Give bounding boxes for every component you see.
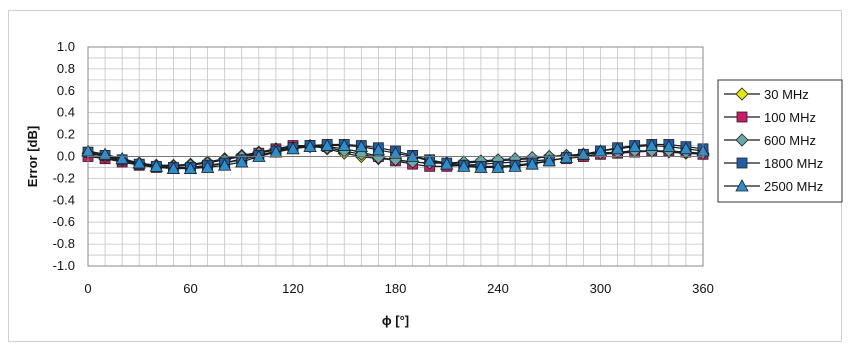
axes — [87, 46, 704, 267]
data-point — [371, 143, 386, 156]
x-tick-label: 240 — [487, 281, 509, 296]
x-axis-label: ϕ [°] — [382, 313, 409, 328]
data-point — [610, 141, 625, 155]
legend: 30 MHz 100 MHz 600 MHz 1800 MHz 2500 MHz — [717, 79, 843, 203]
data-point — [149, 159, 164, 172]
legend-marker — [735, 87, 749, 101]
x-tick-label: 360 — [692, 281, 714, 296]
data-point — [183, 161, 198, 174]
data-point — [491, 160, 505, 173]
y-tick-label: 0.8 — [57, 61, 75, 76]
data-point — [474, 160, 488, 173]
x-tick-label: 60 — [183, 281, 197, 296]
data-point — [440, 157, 454, 170]
y-tick-label: 0.2 — [57, 127, 75, 142]
y-tick-label: -0.4 — [53, 192, 75, 207]
data-point — [166, 161, 181, 174]
data-point — [559, 150, 574, 163]
y-axis-label: Error [dB] — [25, 126, 40, 187]
x-tick-label: 300 — [590, 281, 612, 296]
legend-label: 1800 MHz — [764, 156, 823, 171]
x-tick-label: 180 — [385, 281, 407, 296]
data-point — [217, 158, 232, 171]
data-point — [645, 138, 659, 151]
legend-box — [717, 79, 843, 203]
y-tick-label: -0.8 — [53, 236, 75, 251]
x-tick-label: 120 — [282, 281, 304, 296]
y-tick-label: 0.4 — [57, 105, 75, 120]
x-tick-label: 0 — [84, 281, 91, 296]
data-point — [662, 139, 676, 153]
legend-label: 100 MHz — [764, 110, 816, 125]
data-point — [457, 159, 471, 172]
y-tick-label: 1.0 — [57, 39, 75, 54]
data-point — [525, 157, 539, 170]
tick-labels: 1.0 0.8 0.6 0.4 0.2 0.0 -0.2 -0.4 -0.6 -0.8 -1.0 0 6… — [53, 39, 714, 296]
legend-label: 2500 MHz — [764, 179, 823, 194]
y-tick-label: 0.0 — [57, 149, 75, 164]
data-point — [132, 156, 146, 169]
y-tick-label: 0.6 — [57, 83, 75, 98]
data-point — [627, 139, 642, 153]
data-point — [269, 145, 283, 158]
data-point — [303, 139, 317, 153]
legend-marker — [736, 157, 748, 169]
y-tick-label: -0.2 — [53, 170, 75, 185]
data-point — [235, 155, 249, 168]
y-tick-label: -1.0 — [53, 258, 75, 273]
y-tick-label: -0.6 — [53, 214, 75, 229]
data-point — [115, 151, 129, 165]
data-point — [542, 154, 556, 167]
data-point — [320, 138, 334, 151]
legend-marker — [735, 179, 749, 192]
data-point — [679, 141, 693, 155]
legend-label: 600 MHz — [764, 133, 816, 148]
data-point — [200, 160, 215, 173]
series-layer — [81, 138, 710, 174]
data-point — [286, 141, 300, 155]
data-point — [422, 154, 437, 167]
data-point — [337, 138, 351, 151]
legend-label: 30 MHz — [764, 87, 809, 102]
legend-marker — [735, 133, 749, 147]
data-point — [508, 159, 522, 172]
data-point — [354, 139, 369, 153]
data-point — [388, 146, 403, 159]
legend-marker — [736, 111, 748, 123]
